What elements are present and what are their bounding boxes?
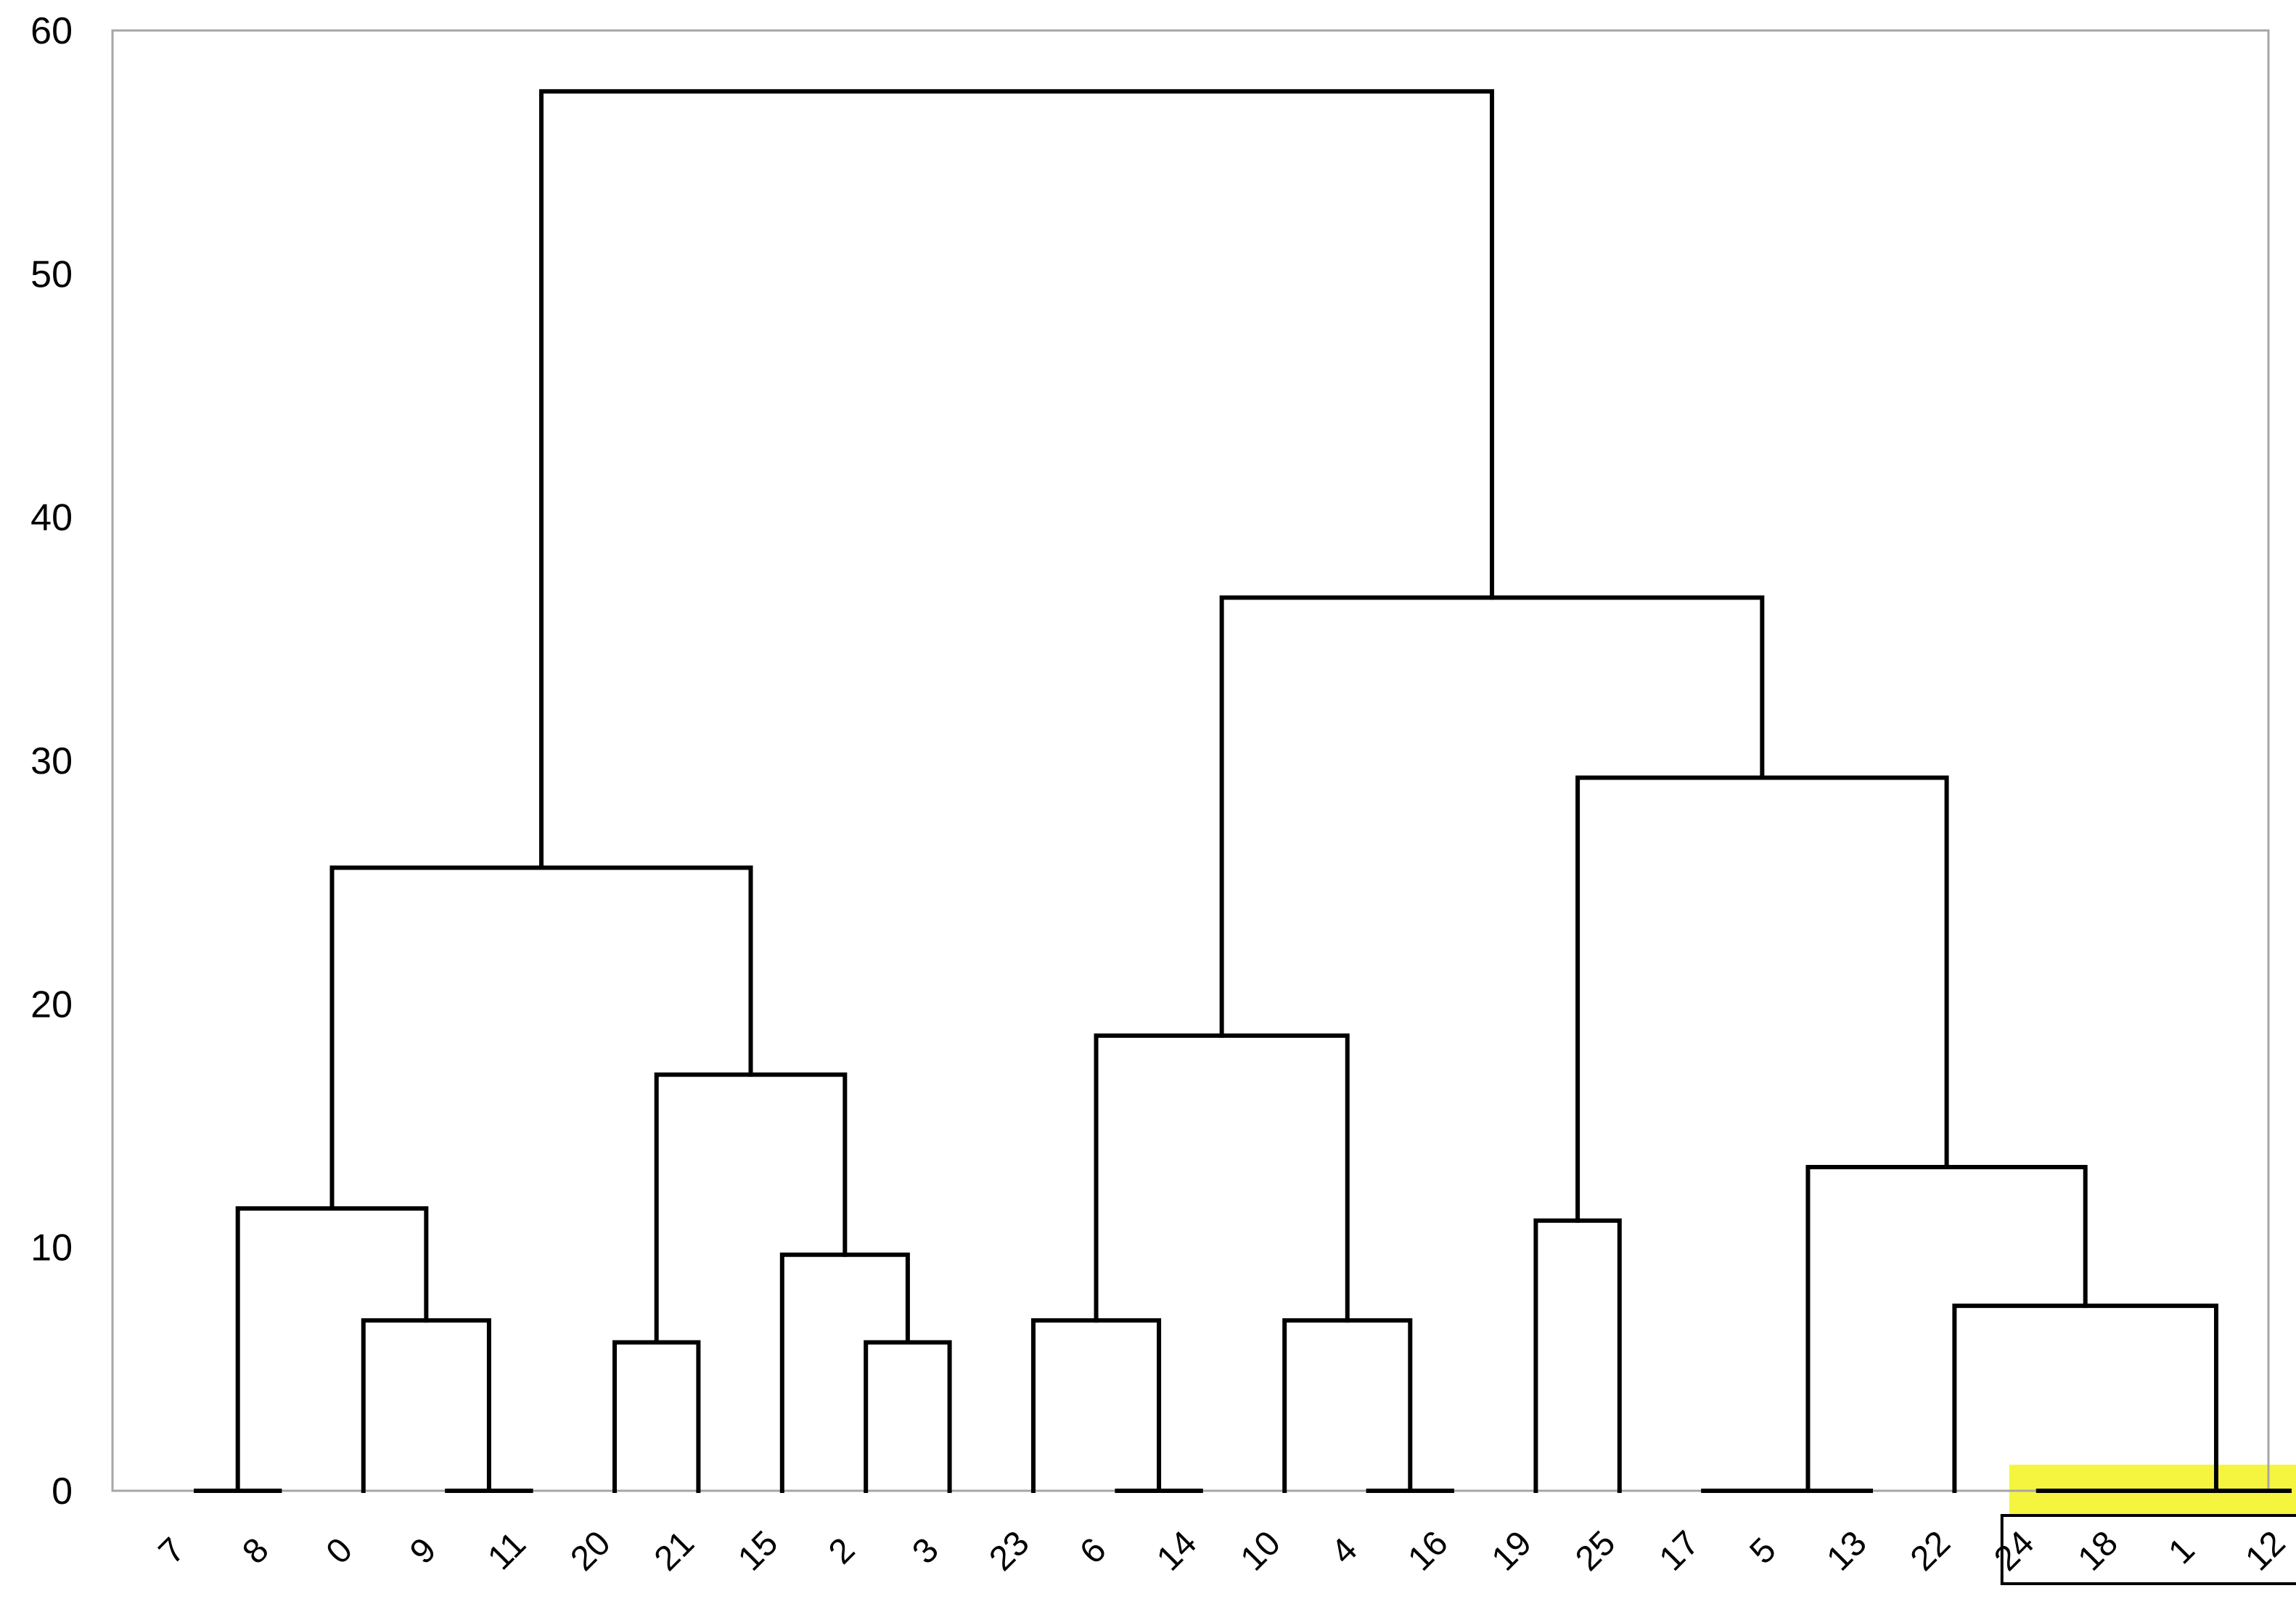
leaf-label-4: 4 bbox=[1324, 1531, 1364, 1571]
leaf-label-22: 22 bbox=[1903, 1523, 1958, 1578]
leaf-label-13: 13 bbox=[1819, 1523, 1874, 1578]
merge-link-c15 bbox=[1952, 1304, 2219, 1493]
merge-link-c22 bbox=[329, 865, 753, 1211]
merge-link-c10 bbox=[612, 1340, 701, 1493]
leaf-label-25: 25 bbox=[1568, 1523, 1623, 1578]
leaf-label-14: 14 bbox=[1149, 1523, 1204, 1578]
plot-frame bbox=[111, 29, 2270, 1492]
y-tick-label: 50 bbox=[30, 253, 73, 295]
merge-link-c25 bbox=[539, 89, 1494, 870]
merge-link-c13 bbox=[1031, 1318, 1162, 1493]
y-tick-label: 60 bbox=[30, 10, 73, 52]
leaf-label-21: 21 bbox=[647, 1523, 702, 1578]
leaf-label-16: 16 bbox=[1401, 1523, 1455, 1578]
highlight-label-box bbox=[2000, 1514, 2296, 1585]
leaf-label-3: 3 bbox=[905, 1531, 946, 1571]
merge-link-c16 bbox=[779, 1252, 910, 1493]
leaf-label-11: 11 bbox=[480, 1525, 533, 1578]
merge-link-c24 bbox=[1219, 595, 1765, 1038]
leaf-label-0: 0 bbox=[319, 1531, 360, 1571]
merge-link-c20 bbox=[654, 1072, 848, 1345]
y-tick-label: 40 bbox=[30, 497, 73, 539]
y-tick-label: 0 bbox=[52, 1470, 73, 1513]
leaf-label-7: 7 bbox=[152, 1531, 192, 1571]
leaf-label-5: 5 bbox=[1742, 1531, 1783, 1571]
merge-link-c23 bbox=[1575, 775, 1949, 1223]
leaf-label-15: 15 bbox=[731, 1523, 785, 1578]
leaf-label-1: 1 bbox=[2161, 1531, 2202, 1571]
y-tick-label: 20 bbox=[30, 983, 73, 1026]
leaf-label-8: 8 bbox=[235, 1531, 276, 1571]
merge-link-c11 bbox=[864, 1340, 952, 1493]
leaf-label-12: 12 bbox=[2238, 1523, 2292, 1578]
leaf-label-23: 23 bbox=[982, 1523, 1036, 1578]
y-tick-label: 10 bbox=[30, 1227, 73, 1269]
leaf-label-10: 10 bbox=[1234, 1523, 1288, 1578]
leaf-label-24: 24 bbox=[1987, 1523, 2041, 1578]
merge-link-c18 bbox=[235, 1206, 429, 1493]
merge-link-c19 bbox=[1805, 1165, 2088, 1493]
merge-link-c21 bbox=[1094, 1033, 1350, 1323]
x-axis-leaf-labels: 7 8 0 9 11 20 21 15 2 3 23 6 14 10 4 16 19 25 17 5 13 22 24 18 1… bbox=[152, 1514, 2296, 1585]
leaf-label-9: 9 bbox=[403, 1531, 443, 1571]
leaf-label-19: 19 bbox=[1485, 1523, 1539, 1578]
leaf-label-2: 2 bbox=[821, 1531, 862, 1571]
leaf-label-17: 17 bbox=[1652, 1523, 1707, 1578]
leaf-label-20: 20 bbox=[563, 1523, 618, 1578]
merge-link-c17 bbox=[1533, 1218, 1622, 1493]
merge-link-c14 bbox=[1282, 1318, 1413, 1493]
y-axis: 0 10 20 30 40 50 60 bbox=[30, 10, 73, 1513]
y-tick-label: 30 bbox=[30, 740, 73, 782]
leaf-label-6: 6 bbox=[1073, 1531, 1113, 1571]
leaf-label-18: 18 bbox=[2071, 1523, 2125, 1578]
dendrogram-links bbox=[194, 89, 2292, 1493]
merge-link-c12 bbox=[361, 1318, 491, 1493]
